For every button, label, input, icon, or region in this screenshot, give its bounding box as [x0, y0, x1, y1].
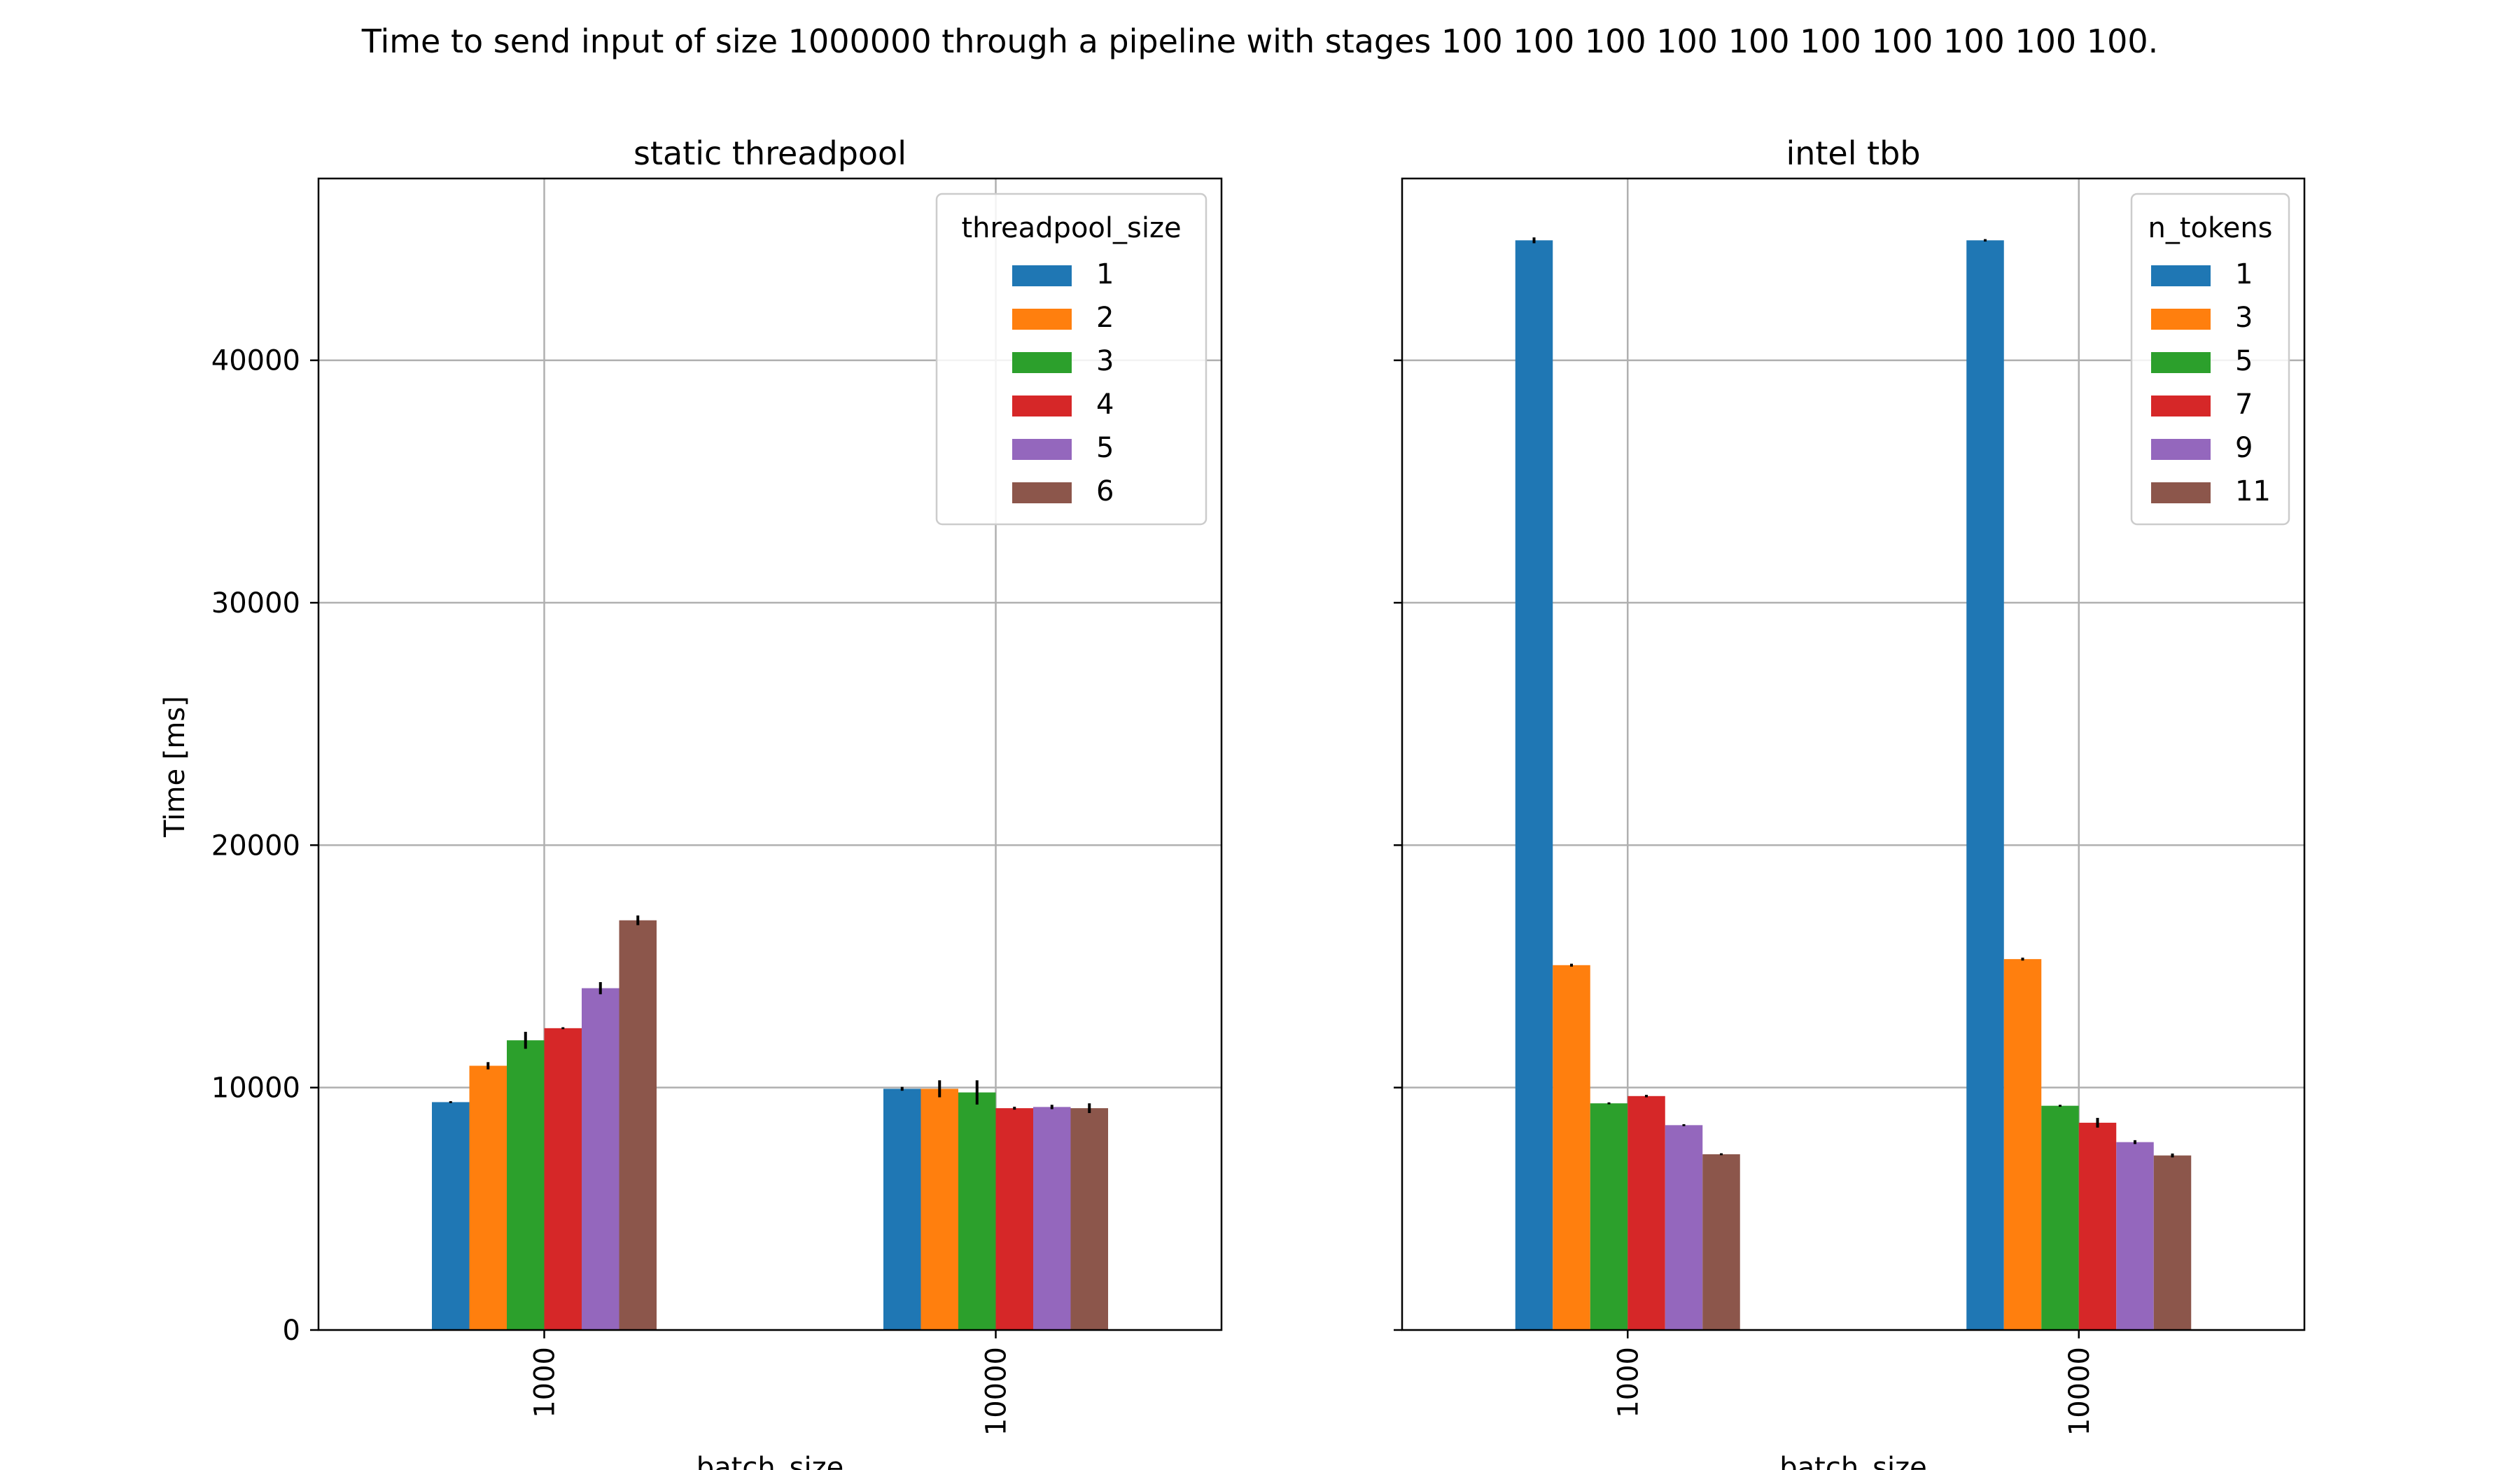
bar-7-10000: [2078, 1122, 2117, 1330]
x-tick-label: 10000: [981, 1347, 1013, 1436]
legend-entry-label: 11: [2235, 475, 2271, 507]
panel-title: intel tbb: [1786, 134, 1920, 172]
legend-entry-label: 1: [1096, 258, 1114, 290]
x-tick-label: 10000: [2064, 1347, 2096, 1436]
y-tick-label: 10000: [211, 1072, 300, 1105]
bar-2-1000: [469, 1065, 507, 1330]
legend-swatch: [1012, 265, 1072, 286]
legend-entry-label: 1: [2235, 258, 2253, 290]
y-tick-label: 20000: [211, 830, 300, 862]
legend: n_tokens 1 3 5 7 9 11: [2130, 192, 2290, 526]
legend-entry-label: 9: [2235, 432, 2253, 464]
legend-entry-label: 6: [1096, 475, 1114, 507]
legend-swatch: [2151, 396, 2211, 416]
bar-5-1000: [582, 988, 620, 1330]
bar-11-10000: [2153, 1155, 2192, 1330]
bar-3-10000: [2003, 959, 2042, 1330]
bar-6-10000: [1070, 1108, 1108, 1330]
legend-swatch: [2151, 352, 2211, 373]
bar-1-10000: [1966, 240, 2004, 1330]
chart-static-threadpool: 0 10000 20000 30000 40000 1000 10000 static thr…: [211, 134, 1223, 1470]
legend-swatch: [2151, 265, 2211, 286]
bar-5-1000: [1590, 1103, 1628, 1330]
y-axis-label: Time [ms]: [159, 696, 191, 838]
y-tick-label: 40000: [211, 345, 300, 377]
bar-1-10000: [883, 1088, 921, 1330]
bar-5-10000: [1033, 1107, 1071, 1330]
legend: threadpool_size 1 2 3 4 5 6: [935, 192, 1208, 526]
panel-title: static threadpool: [634, 134, 906, 172]
legend-swatch: [2151, 482, 2211, 503]
legend-entry-label: 5: [1096, 432, 1114, 464]
chart-intel-tbb: 1000 10000 intel tbb batch_size n_tokens 1 3 5 7…: [1394, 134, 2306, 1470]
legend-swatch: [2151, 439, 2211, 460]
bar-11-1000: [1702, 1154, 1740, 1330]
bar-4-1000: [544, 1028, 582, 1330]
legend-entry-label: 3: [2235, 302, 2253, 334]
legend-entry-label: 2: [1096, 302, 1114, 334]
bar-2-10000: [920, 1088, 958, 1330]
bar-3-1000: [1553, 965, 1590, 1330]
legend-swatch: [1012, 396, 1072, 416]
legend-entry-label: 3: [1096, 345, 1114, 377]
x-axis-label: batch_size: [696, 1452, 844, 1470]
bar-1-1000: [1515, 240, 1553, 1330]
y-tick-label: 0: [283, 1315, 300, 1347]
legend-swatch: [1012, 439, 1072, 460]
bar-9-1000: [1665, 1125, 1703, 1330]
bar-1-1000: [432, 1102, 470, 1330]
legend-title: n_tokens: [2148, 212, 2272, 244]
x-axis-label: batch_size: [1779, 1452, 1927, 1470]
legend-swatch: [1012, 309, 1072, 330]
axes-frame: [1401, 177, 2306, 1331]
figure-suptitle: Time to send input of size 1000000 throu…: [361, 22, 2158, 60]
bar-4-10000: [995, 1108, 1033, 1330]
x-tick-label: 1000: [1612, 1347, 1644, 1418]
bar-7-1000: [1628, 1096, 1665, 1330]
legend-entry-label: 5: [2235, 345, 2253, 377]
axes-frame: [317, 177, 1223, 1331]
legend-title: threadpool_size: [961, 212, 1181, 244]
bar-3-1000: [507, 1040, 545, 1330]
legend-entry-label: 4: [1096, 388, 1114, 421]
x-tick-label: 1000: [529, 1347, 561, 1418]
bar-6-1000: [619, 920, 657, 1330]
y-tick-label: 30000: [211, 587, 300, 620]
legend-swatch: [1012, 352, 1072, 373]
legend-swatch: [2151, 309, 2211, 330]
bar-9-10000: [2116, 1142, 2154, 1330]
legend-swatch: [1012, 482, 1072, 503]
legend-entry-label: 7: [2235, 388, 2253, 421]
bar-3-10000: [958, 1092, 996, 1330]
bar-5-10000: [2041, 1105, 2079, 1330]
